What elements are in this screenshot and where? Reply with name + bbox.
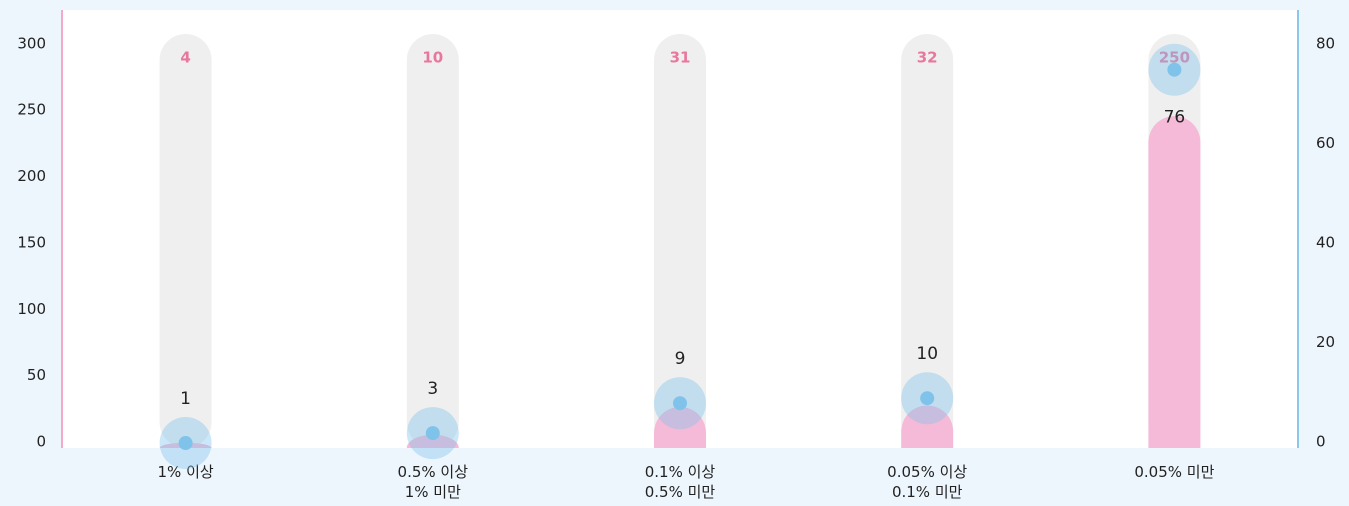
x-tick-line: 0.1% 미만: [892, 483, 963, 501]
bar-track: [406, 34, 459, 448]
point-value-label: 9: [675, 349, 686, 369]
point: [673, 396, 687, 411]
bar: [1148, 116, 1201, 449]
bar-track: [159, 34, 212, 448]
y-tick-label: 150: [17, 233, 46, 251]
x-tick-label: 0.1% 이상 0.5% 미만: [645, 463, 716, 501]
x-tick-label: 0.5% 이상 1% 미만: [398, 463, 469, 501]
y-tick-label: 0: [36, 433, 46, 451]
x-tick-line: 0.05% 이상: [887, 463, 967, 481]
y2-tick-label: 40: [1316, 233, 1335, 251]
x-tick-line: 0.05% 미만: [1134, 463, 1214, 481]
point: [1167, 62, 1182, 77]
bar-value-label: 4: [180, 49, 190, 67]
y-tick-label: 250: [17, 101, 46, 119]
y-tick-label: 300: [17, 34, 46, 52]
x-tick-label: 0.05% 이상 0.1% 미만: [887, 463, 967, 501]
bar-track: [901, 34, 954, 448]
y2-tick-label: 80: [1316, 34, 1335, 52]
point-value-label: 10: [916, 344, 938, 364]
x-tick-label: 0.05% 미만: [1134, 463, 1214, 481]
bar-track: [654, 34, 706, 448]
point: [178, 436, 193, 451]
bar: [654, 406, 706, 448]
point-value-label: 76: [1164, 108, 1186, 128]
bar-value-label: 31: [670, 49, 691, 67]
bar-value-label: 10: [422, 49, 443, 67]
x-tick-line: 0.1% 이상: [645, 463, 716, 481]
x-tick-line: 0.5% 미만: [645, 483, 716, 501]
bar-value-label: 250: [1159, 49, 1190, 67]
point-value-label: 1: [180, 389, 191, 409]
y2-tick-label: 0: [1316, 433, 1326, 451]
bar: [406, 434, 459, 448]
bar: [901, 405, 954, 448]
y2-tick-label: 20: [1316, 333, 1335, 351]
y-tick-label: 200: [17, 167, 46, 185]
x-tick-label: 1% 이상: [158, 463, 214, 481]
point: [425, 426, 440, 441]
point: [920, 391, 935, 406]
x-tick-line: 1% 이상: [158, 463, 214, 481]
bar-value-label: 32: [917, 49, 938, 67]
y-tick-label: 50: [27, 366, 46, 384]
y2-tick-label: 60: [1316, 134, 1335, 152]
x-tick-line: 1% 미만: [405, 483, 461, 501]
point-value-label: 3: [427, 379, 438, 399]
y-tick-label: 100: [17, 300, 46, 318]
x-tick-line: 0.5% 이상: [398, 463, 469, 481]
